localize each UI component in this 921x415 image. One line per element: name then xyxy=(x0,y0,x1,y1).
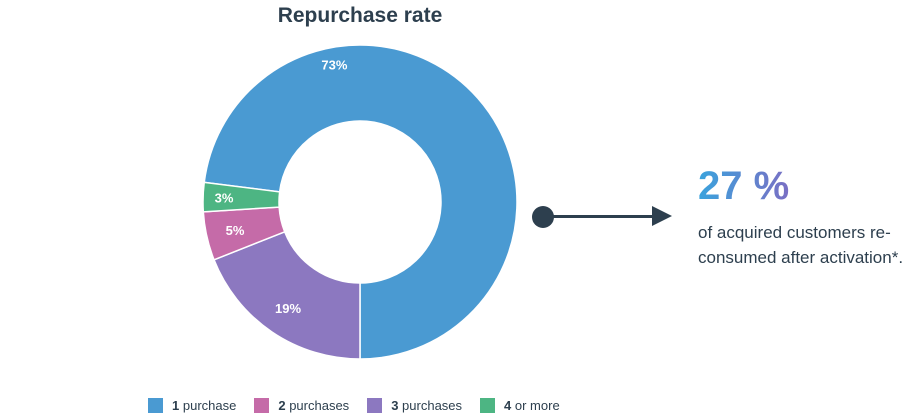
legend-item-2-purchases: 2 purchases xyxy=(254,398,349,413)
legend: 1 purchase 2 purchases 3 purchases 4 or … xyxy=(148,398,578,413)
chart-title: Repurchase rate xyxy=(277,4,443,27)
slice-label: 73% xyxy=(321,57,347,72)
callout-description: of acquired customers re-consumed after … xyxy=(698,223,904,267)
slice-label: 19% xyxy=(275,301,301,316)
legend-swatch xyxy=(148,398,163,413)
callout-stat: 27 % xyxy=(698,164,790,208)
legend-item-1-purchase: 1 purchase xyxy=(148,398,236,413)
legend-swatch xyxy=(367,398,383,413)
callout-arrow-head xyxy=(652,206,672,226)
callout-arrow-line xyxy=(552,215,656,218)
legend-item-4-or-more: 4 or more xyxy=(480,398,560,413)
legend-swatch xyxy=(480,398,496,413)
legend-label: 4 or more xyxy=(504,398,560,413)
legend-label: 3 purchases xyxy=(391,398,463,413)
slice-label: 5% xyxy=(226,223,245,238)
slice-4-or-more xyxy=(202,181,281,213)
legend-item-3-purchases: 3 purchases xyxy=(367,398,462,413)
slice-label: 3% xyxy=(215,191,234,206)
legend-label: 2 purchases xyxy=(278,398,350,413)
slice-1-purchase xyxy=(203,44,518,360)
slice-3-purchases xyxy=(213,230,361,360)
legend-swatch xyxy=(254,398,270,413)
callout-dot xyxy=(532,206,554,228)
legend-label: 1 purchase xyxy=(172,398,237,413)
